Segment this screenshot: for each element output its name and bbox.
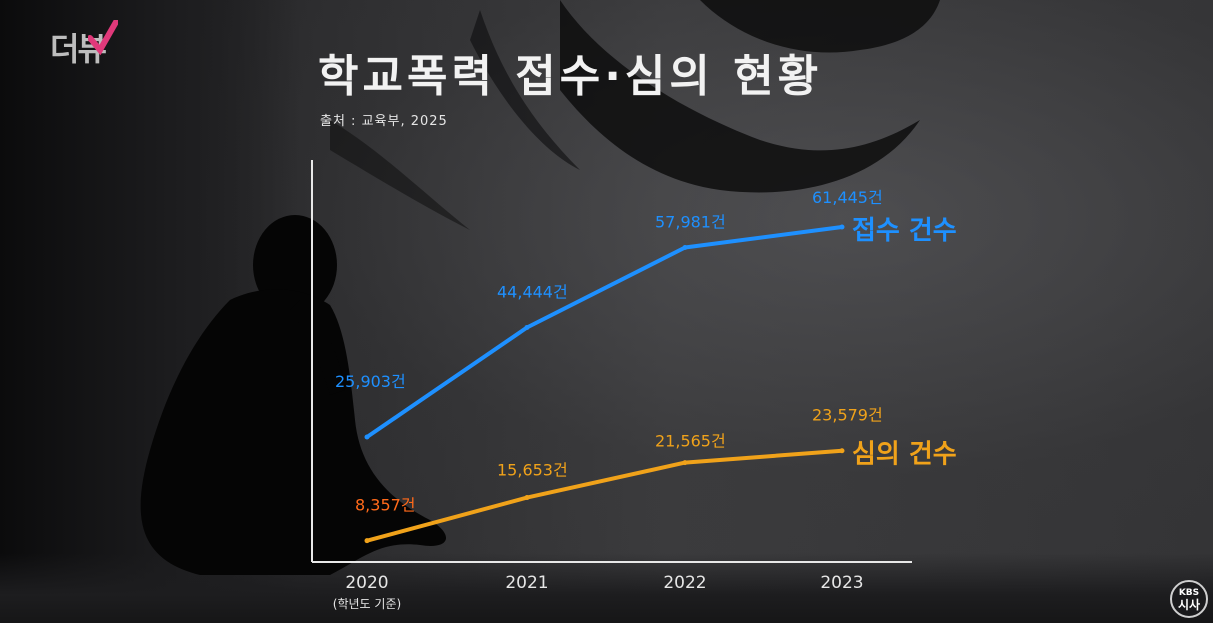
- broadcaster-line1: KBS: [1178, 588, 1200, 598]
- data-point: [364, 538, 370, 544]
- data-label: 8,357건: [355, 496, 416, 515]
- x-axis-sublabel: (학년도 기준): [333, 597, 401, 611]
- data-label: 25,903건: [335, 372, 406, 391]
- x-tick-label: 2023: [820, 573, 863, 593]
- series-name-label: 심의 건수: [852, 440, 957, 470]
- data-point: [524, 324, 530, 330]
- chart-labels: 2020 2021 2022 2023 (학년도 기준) 25,903건 44,444건 57…: [333, 188, 957, 611]
- checkmark-icon: [88, 20, 118, 56]
- x-tick-label: 2021: [505, 573, 548, 593]
- data-point: [524, 495, 530, 501]
- series-line: [365, 225, 844, 439]
- data-label: 23,579건: [812, 406, 883, 425]
- broadcaster-badge: KBS 시사: [1170, 580, 1208, 618]
- data-point: [364, 434, 370, 440]
- data-label: 44,444건: [497, 282, 568, 301]
- data-label: 15,653건: [497, 461, 568, 480]
- series-line: [365, 448, 844, 543]
- data-label: 21,565건: [655, 432, 726, 451]
- x-tick-label: 2022: [663, 573, 706, 593]
- data-point: [839, 224, 845, 230]
- data-point: [682, 460, 688, 466]
- chart-axes: [311, 160, 912, 563]
- person-silhouette: [140, 215, 447, 575]
- x-tick-label: 2020: [345, 573, 388, 593]
- data-point: [839, 448, 845, 454]
- data-label: 61,445건: [812, 188, 883, 207]
- source-caption: 출처 : 교육부, 2025: [320, 114, 448, 129]
- page-title: 학교폭력 접수·심의 현황: [318, 51, 823, 102]
- series-name-label: 접수 건수: [852, 216, 957, 246]
- data-label: 57,981건: [655, 212, 726, 231]
- broadcaster-line2: 시사: [1177, 598, 1201, 612]
- tree-silhouette: [330, 0, 940, 230]
- data-point: [682, 244, 688, 250]
- chart-lines: [364, 224, 845, 544]
